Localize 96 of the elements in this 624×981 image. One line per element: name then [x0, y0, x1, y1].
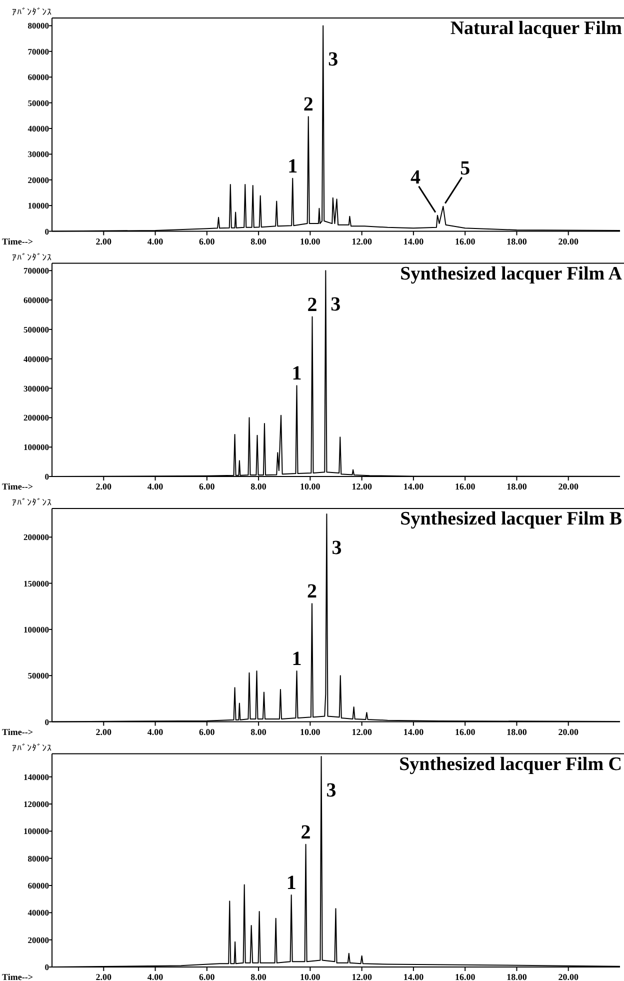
x-tick-label: 14.00: [403, 236, 424, 246]
x-tick-label: 20.00: [558, 972, 579, 981]
y-tick-label: 70000: [28, 46, 49, 56]
y-tick-label: 0: [44, 716, 49, 727]
x-tick-label: 18.00: [506, 726, 528, 737]
annotation: 3: [326, 779, 336, 802]
x-tick-label: 16.00: [454, 972, 476, 981]
x-axis-title: Time-->: [2, 482, 33, 492]
y-tick-label: 150000: [24, 578, 49, 588]
y-tick-label: 40000: [28, 123, 49, 134]
y-tick-label: 20000: [28, 934, 49, 945]
x-tick-label: 4.00: [147, 236, 164, 246]
x-tick-label: 16.00: [454, 726, 476, 737]
annotation: 1: [288, 155, 298, 178]
y-tick-label: 40000: [28, 908, 49, 918]
x-tick-label: 8.00: [250, 236, 267, 246]
x-tick-label: 20.00: [558, 236, 579, 246]
x-tick-label: 4.00: [147, 482, 164, 492]
y-tick-label: 80000: [28, 853, 49, 864]
y-tick-label: 50000: [28, 98, 49, 108]
x-tick-label: 12.00: [352, 972, 372, 981]
x-tick-label: 4.00: [147, 972, 164, 981]
y-tick-label: 30000: [28, 149, 49, 160]
x-axis-title: Time-->: [2, 972, 33, 981]
annotation: 1: [292, 362, 302, 385]
x-tick-label: 10.00: [300, 482, 321, 492]
annotation: 1: [286, 872, 296, 894]
x-tick-label: 14.00: [403, 482, 424, 492]
x-tick-label: 10.00: [300, 236, 321, 246]
x-tick-label: 14.00: [403, 726, 424, 737]
x-tick-label: 6.00: [199, 972, 216, 981]
y-tick-label: 0: [44, 472, 49, 482]
x-tick-label: 16.00: [454, 482, 476, 492]
y-tick-label: 0: [44, 962, 49, 972]
y-tick-label: 50000: [28, 670, 49, 681]
x-tick-label: 20.00: [558, 482, 579, 492]
annotation: 3: [332, 537, 342, 560]
y-tick-label: 200000: [24, 412, 49, 423]
x-axis-title: Time-->: [2, 236, 33, 246]
y-tick-label: 120000: [24, 799, 49, 810]
y-tick-label: 500000: [24, 324, 49, 334]
x-tick-label: 12.00: [352, 482, 372, 492]
y-tick-label: 100000: [24, 442, 49, 452]
x-tick-label: 18.00: [506, 482, 528, 492]
x-tick-label: 2.00: [96, 726, 112, 737]
annotation: 1: [292, 648, 302, 670]
chart-title: Synthesized lacquer Film C: [399, 754, 622, 775]
chart-title: Synthesized lacquer Film B: [400, 508, 622, 530]
annotation: 2: [303, 94, 314, 116]
y-tick-label: 60000: [28, 72, 49, 82]
annotation: 2: [306, 580, 317, 603]
x-tick-label: 6.00: [199, 726, 216, 737]
y-tick-label: 100000: [24, 624, 49, 634]
x-tick-label: 2.00: [96, 236, 112, 246]
x-tick-label: 18.00: [506, 972, 528, 981]
x-tick-label: 20.00: [558, 726, 579, 737]
annotation: 5: [460, 157, 470, 180]
x-tick-label: 16.00: [454, 236, 476, 246]
y-axis-title: ｱﾊﾞﾝﾀﾞﾝｽ: [12, 498, 52, 508]
chart-title: Synthesized lacquer Film A: [400, 263, 622, 284]
y-tick-label: 700000: [24, 266, 49, 276]
annotation: 2: [307, 294, 318, 316]
y-tick-label: 20000: [28, 174, 49, 185]
x-tick-label: 2.00: [96, 482, 112, 492]
y-tick-label: 60000: [28, 880, 49, 891]
annotation: 2: [300, 821, 311, 844]
x-tick-label: 6.00: [199, 482, 216, 492]
x-tick-label: 14.00: [403, 972, 424, 981]
x-tick-label: 12.00: [352, 726, 372, 737]
y-tick-label: 80000: [28, 20, 49, 31]
x-tick-label: 8.00: [250, 972, 267, 981]
y-tick-label: 300000: [24, 383, 49, 394]
y-axis-title: ｱﾊﾞﾝﾀﾞﾝｽ: [12, 742, 52, 753]
x-tick-label: 6.00: [199, 236, 216, 246]
y-tick-label: 100000: [24, 826, 49, 836]
x-tick-label: 12.00: [352, 236, 372, 246]
x-tick-label: 4.00: [147, 726, 164, 737]
y-tick-label: 600000: [24, 295, 49, 306]
y-tick-label: 200000: [24, 532, 49, 542]
y-axis-title: ｱﾊﾞﾝﾀﾞﾝｽ: [12, 252, 52, 262]
y-tick-label: 400000: [24, 354, 49, 364]
annotation: 3: [330, 294, 341, 316]
x-tick-label: 18.00: [506, 236, 528, 246]
y-tick-label: 0: [44, 226, 49, 236]
y-tick-label: 10000: [28, 200, 49, 211]
y-tick-label: 140000: [24, 772, 49, 782]
x-tick-label: 10.00: [300, 972, 321, 981]
y-axis-title: ｱﾊﾞﾝﾀﾞﾝｽ: [12, 7, 52, 17]
x-tick-label: 8.00: [250, 482, 267, 492]
annotation: 3: [328, 48, 338, 71]
annotation: 4: [410, 166, 420, 188]
chart-title: Natural lacquer Film: [450, 18, 622, 39]
x-tick-label: 8.00: [250, 726, 267, 737]
x-tick-label: 10.00: [300, 726, 321, 737]
x-axis-title: Time-->: [2, 726, 33, 737]
x-tick-label: 2.00: [96, 972, 112, 981]
